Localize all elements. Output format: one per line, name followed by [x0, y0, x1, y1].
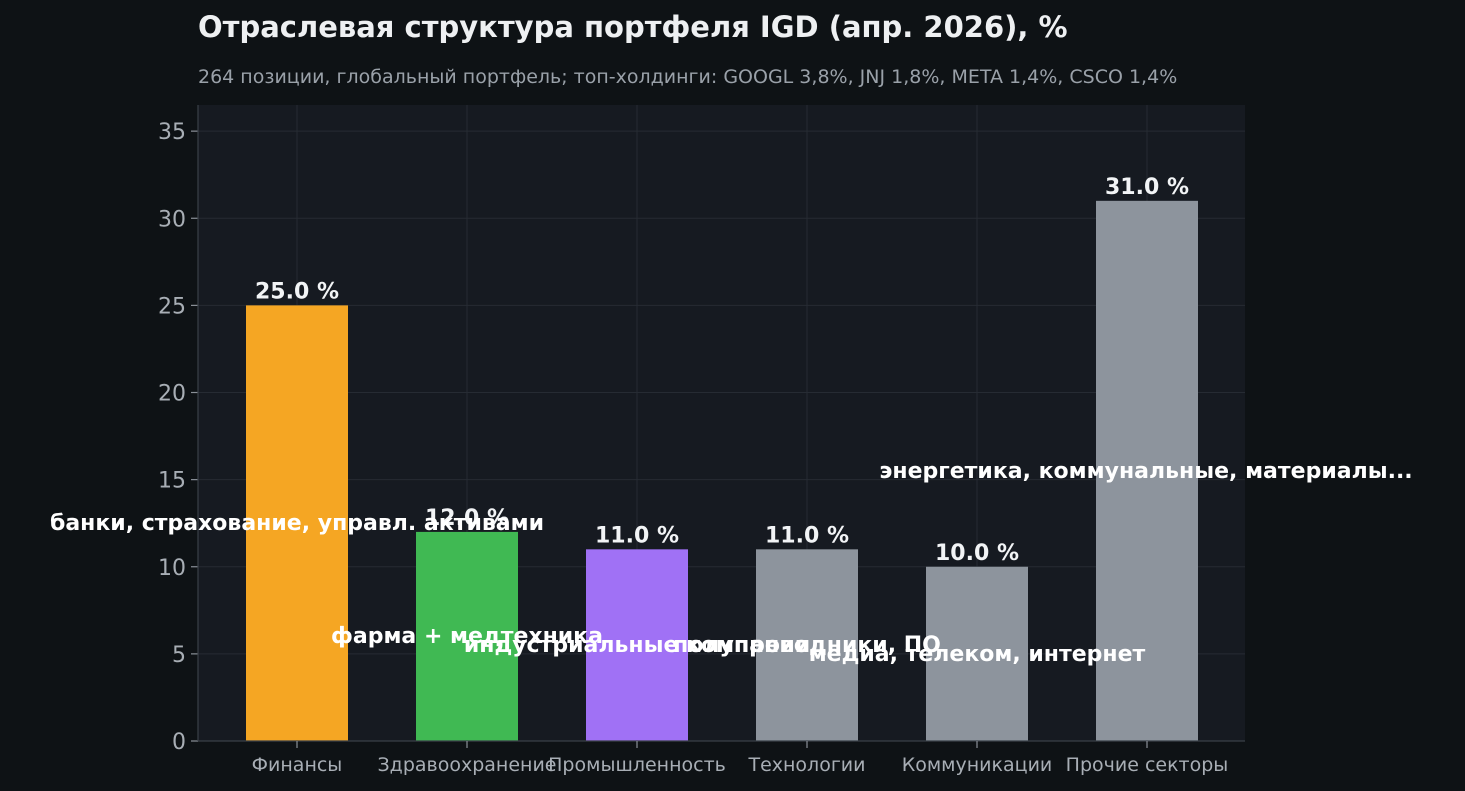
- bar: [926, 566, 1028, 741]
- bar-annotation: банки, страхование, управл. активами: [50, 511, 544, 536]
- bar: [586, 549, 688, 741]
- y-tick-label: 10: [158, 556, 186, 581]
- y-tick-label: 20: [158, 382, 186, 407]
- y-tick-label: 30: [158, 207, 186, 232]
- x-tick-label: Финансы: [252, 754, 343, 776]
- plot-area: [198, 105, 1245, 741]
- y-tick-label: 35: [158, 120, 186, 145]
- bar-annotation: медиа, телеком, интернет: [809, 642, 1146, 667]
- bar-value-label: 11.0 %: [765, 523, 849, 548]
- x-tick-label: Промышленность: [548, 754, 726, 776]
- bar-value-label: 12.0 %: [425, 506, 509, 531]
- bar-annotation: энергетика, коммунальные, материалы...: [879, 459, 1412, 484]
- y-tick-label: 25: [158, 294, 186, 319]
- x-tick-label: Коммуникации: [902, 754, 1053, 776]
- chart-title: Отраслевая структура портфеля IGD (апр. …: [198, 10, 1068, 44]
- x-tick-label: Прочие секторы: [1066, 754, 1229, 776]
- x-tick-label: Технологии: [747, 754, 865, 776]
- y-tick-label: 0: [172, 730, 186, 755]
- bar-value-label: 25.0 %: [255, 279, 339, 304]
- bar-value-label: 10.0 %: [935, 541, 1019, 566]
- y-tick-label: 5: [172, 643, 186, 668]
- bar: [1096, 200, 1198, 741]
- bar: [416, 531, 518, 741]
- bar: [246, 305, 348, 741]
- bar-value-label: 11.0 %: [595, 523, 679, 548]
- bar-annotation: полупроводники, ПО: [673, 633, 941, 658]
- bar-annotation: фарма + медтехника: [331, 624, 603, 649]
- bar-annotation: индустриальные компании: [464, 633, 810, 658]
- y-tick-label: 15: [158, 469, 186, 494]
- bar: [756, 549, 858, 741]
- bar-value-label: 31.0 %: [1105, 175, 1189, 200]
- x-tick-label: Здравоохранение: [378, 754, 557, 776]
- chart-subtitle: 264 позиции, глобальный портфель; топ-хо…: [198, 66, 1178, 88]
